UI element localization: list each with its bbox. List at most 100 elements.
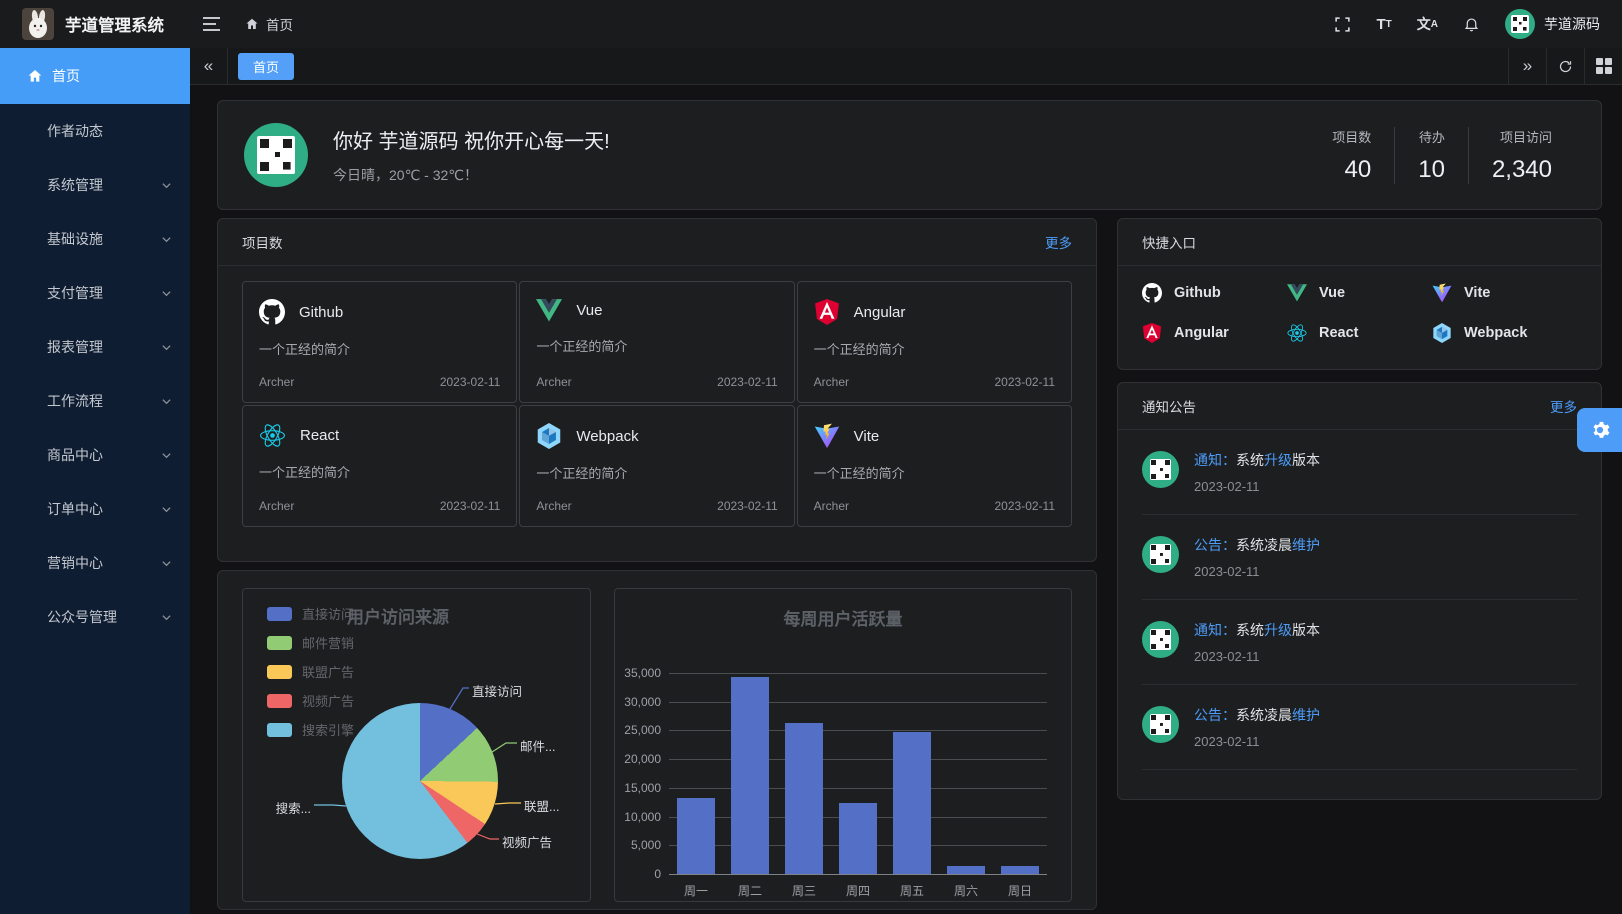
- app-title: 芋道管理系统: [65, 17, 164, 35]
- bell-icon[interactable]: [1463, 15, 1480, 33]
- legend-item-2[interactable]: 联盟广告: [267, 662, 354, 681]
- layout-grid-icon[interactable]: [1584, 48, 1622, 84]
- legend-swatch: [267, 606, 292, 621]
- project-name: Github: [299, 303, 344, 321]
- logo-block: 芋道管理系统: [0, 8, 190, 40]
- legend-swatch: [267, 635, 292, 650]
- grid-line: [669, 730, 1047, 732]
- project-date: 2023-02-11: [439, 375, 501, 389]
- bar-周一: [677, 798, 715, 874]
- shortcut-react[interactable]: React: [1287, 323, 1432, 343]
- shortcut-angular[interactable]: Angular: [1142, 323, 1287, 343]
- shortcut-vue[interactable]: Vue: [1287, 283, 1432, 303]
- shortcut-vite[interactable]: Vite: [1432, 283, 1577, 303]
- shortcut-label: Angular: [1174, 325, 1229, 341]
- notices-card-title: 通知公告: [1142, 400, 1196, 415]
- bar-周日: [1001, 866, 1039, 874]
- sidebar-item-10[interactable]: 公众号管理: [0, 590, 190, 644]
- projects-more-link[interactable]: 更多: [1045, 236, 1072, 251]
- refresh-icon[interactable]: [1546, 48, 1584, 84]
- tab-home[interactable]: 首页: [238, 52, 295, 80]
- bar-周五: [893, 732, 931, 874]
- project-card-webpack[interactable]: Webpack 一个正经的简介 Archer 2023-02-11: [519, 405, 795, 527]
- settings-gear-button[interactable]: [1577, 408, 1622, 452]
- sidebar-item-0[interactable]: 首页: [0, 48, 190, 104]
- y-tick-label: 35,000: [624, 666, 661, 680]
- expand-right-icon[interactable]: »: [1508, 48, 1546, 84]
- bar-cell: [723, 677, 777, 874]
- notice-avatar: [1142, 536, 1179, 573]
- x-tick-label: 周二: [737, 884, 762, 898]
- sidebar-item-6[interactable]: 工作流程: [0, 374, 190, 428]
- stat-projects: 项目数 40: [1332, 129, 1372, 183]
- y-tick-label: 5,000: [630, 838, 661, 853]
- project-desc: 一个正经的简介: [536, 339, 628, 354]
- user-menu[interactable]: 芋道源码: [1505, 9, 1600, 39]
- chevron-down-icon: [161, 450, 172, 461]
- sidebar-item-8[interactable]: 订单中心: [0, 482, 190, 536]
- breadcrumb[interactable]: 首页: [245, 14, 293, 34]
- shortcuts-card: 快捷入口 Github Vue Vite Angular React Webpack: [1117, 218, 1602, 370]
- notice-item-1[interactable]: 公告：系统凌晨维护 2023-02-11: [1142, 515, 1577, 600]
- notices-list: 通知：系统升级版本 2023-02-11 公告：系统凌晨维护 2023-02-11 通知…: [1118, 430, 1601, 770]
- hamburger-icon[interactable]: [203, 17, 220, 31]
- breadcrumb-label: 首页: [266, 18, 293, 33]
- sidebar-item-3[interactable]: 基础设施: [0, 212, 190, 266]
- bar-plot: [669, 673, 1047, 875]
- project-author: Archer: [259, 499, 295, 513]
- x-tick-label: 周三: [791, 884, 816, 898]
- project-card-github[interactable]: Github 一个正经的简介 Archer 2023-02-11: [242, 281, 518, 403]
- sidebar-item-4[interactable]: 支付管理: [0, 266, 190, 320]
- shortcuts-card-title: 快捷入口: [1142, 236, 1196, 251]
- notices-more-link[interactable]: 更多: [1550, 400, 1577, 415]
- x-tick-label: 周四: [845, 884, 870, 898]
- project-date: 2023-02-11: [717, 375, 778, 389]
- legend-label: 联盟广告: [302, 665, 355, 680]
- weather-text: 今日晴，20℃ - 32℃！: [333, 167, 479, 183]
- project-card-vue[interactable]: Vue 一个正经的简介 Archer 2023-02-11: [519, 281, 795, 403]
- home-icon: [245, 17, 259, 31]
- legend-item-3[interactable]: 视频广告: [267, 691, 354, 710]
- pie-graphic: [342, 703, 498, 859]
- sidebar-item-5[interactable]: 报表管理: [0, 320, 190, 374]
- collapse-left-icon[interactable]: «: [190, 48, 228, 84]
- chevron-down-icon: [161, 558, 172, 569]
- shortcut-webpack[interactable]: Webpack: [1432, 323, 1577, 343]
- notice-item-0[interactable]: 通知：系统升级版本 2023-02-11: [1142, 430, 1577, 515]
- legend-item-0[interactable]: 直接访问: [267, 604, 354, 623]
- project-card-react[interactable]: React 一个正经的简介 Archer 2023-02-11: [242, 405, 518, 527]
- notice-item-2[interactable]: 通知：系统升级版本 2023-02-11: [1142, 600, 1577, 685]
- sidebar-item-7[interactable]: 商品中心: [0, 428, 190, 482]
- chevron-down-icon: [161, 612, 172, 623]
- shortcut-label: Vite: [1464, 285, 1491, 301]
- welcome-stats: 项目数 40 待办 10 项目访问 2,340: [1309, 126, 1575, 184]
- notice-date: 2023-02-11: [1194, 479, 1260, 494]
- sidebar-item-label: 订单中心: [47, 501, 103, 517]
- fullscreen-icon[interactable]: [1334, 16, 1351, 33]
- project-card-angular[interactable]: Angular 一个正经的简介 Archer 2023-02-11: [796, 281, 1072, 403]
- legend-item-4[interactable]: 搜索引擎: [267, 720, 354, 739]
- notice-title: 公告：系统凌晨维护: [1194, 537, 1320, 553]
- project-card-vite[interactable]: Vite 一个正经的简介 Archer 2023-02-11: [796, 405, 1072, 527]
- left-column: 项目数 更多 Github 一个正经的简介 Archer 2023-02-11 Vue 一…: [217, 218, 1097, 910]
- welcome-avatar: [244, 123, 308, 187]
- sidebar-item-2[interactable]: 系统管理: [0, 158, 190, 212]
- legend-item-1[interactable]: 邮件营销: [267, 633, 354, 652]
- x-tick-label: 周六: [953, 884, 978, 898]
- sidebar-item-1[interactable]: 作者动态: [0, 104, 190, 158]
- sidebar-item-label: 首页: [52, 68, 80, 84]
- y-tick-label: 25,000: [624, 723, 661, 738]
- shortcut-github[interactable]: Github: [1142, 283, 1287, 303]
- pie-leader-lines: [314, 687, 521, 840]
- sidebar-item-9[interactable]: 营销中心: [0, 536, 190, 590]
- notice-item-3[interactable]: 公告：系统凌晨维护 2023-02-11: [1142, 685, 1577, 770]
- y-tick-label: 10,000: [624, 809, 661, 824]
- y-tick-label: 0: [654, 867, 661, 881]
- notices-card: 通知公告 更多 通知：系统升级版本 2023-02-11 公告：系统凌晨维护 2023…: [1117, 382, 1602, 800]
- app-logo-rabbit: [22, 8, 54, 40]
- sidebar-item-label: 商品中心: [47, 447, 103, 463]
- notice-title: 通知：系统升级版本: [1194, 622, 1320, 638]
